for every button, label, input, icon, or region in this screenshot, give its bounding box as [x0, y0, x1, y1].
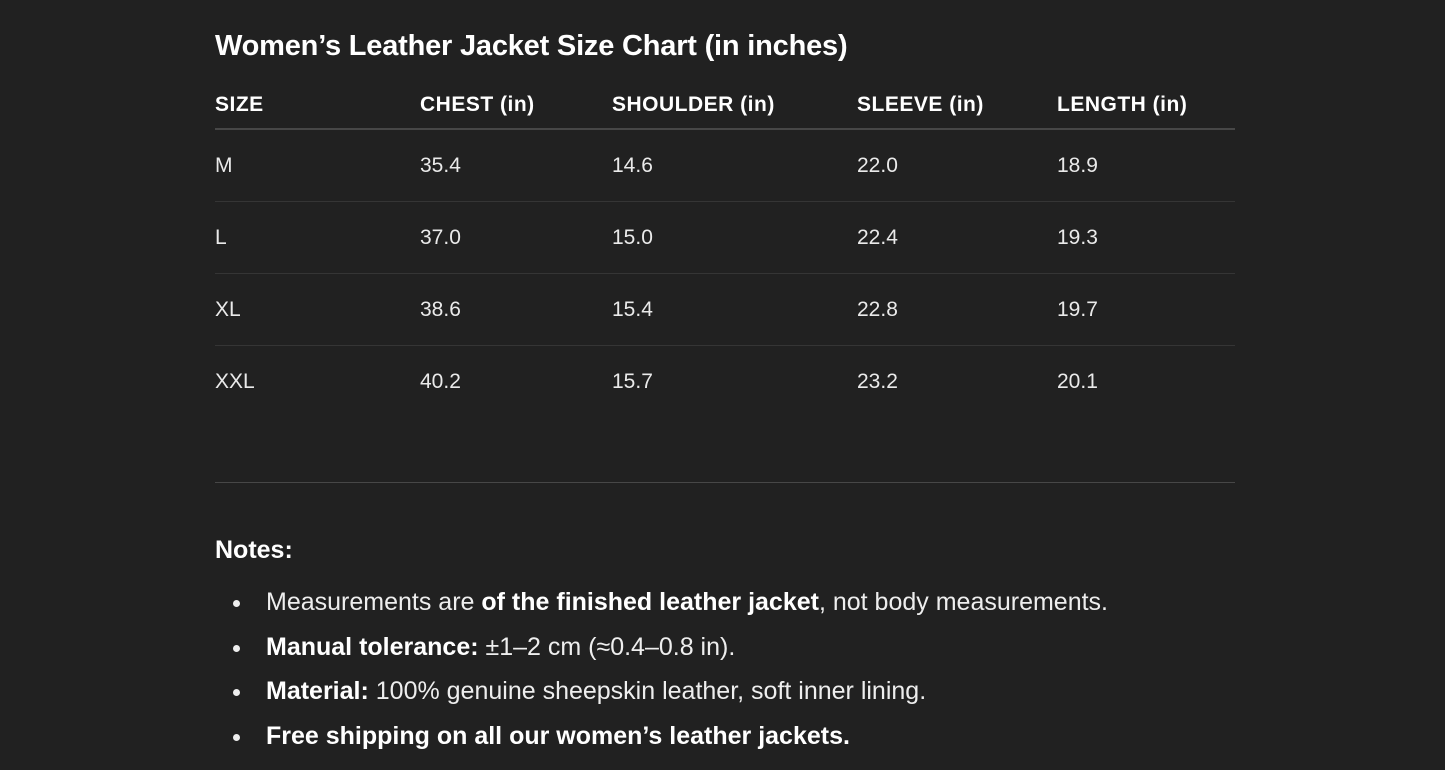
cell-size: XL [215, 273, 420, 346]
table-row: L 37.0 15.0 22.4 19.3 [215, 201, 1235, 274]
cell-size: M [215, 129, 420, 202]
notes-list: Measurements are of the finished leather… [215, 582, 1108, 760]
table-header-row: SIZE CHEST (in) SHOULDER (in) SLEEVE (in… [215, 82, 1235, 130]
table-row: XXL 40.2 15.7 23.2 20.1 [215, 346, 1235, 418]
cell-sleeve: 22.8 [857, 273, 1057, 346]
header-size: SIZE [215, 82, 420, 130]
note-text: Measurements are [266, 588, 482, 616]
cell-size: XXL [215, 369, 255, 393]
cell-length: 20.1 [1057, 369, 1098, 393]
note-text: 100% genuine sheepskin leather, soft inn… [368, 677, 927, 705]
cell-shoulder: 15.4 [612, 273, 857, 346]
cell-chest: 38.6 [420, 273, 612, 346]
note-text: , not body measurements. [818, 588, 1109, 616]
header-shoulder: SHOULDER (in) [612, 82, 857, 130]
cell-length: 18.9 [1057, 129, 1235, 202]
note-item: Measurements are of the finished leather… [232, 582, 1109, 627]
page-title: Women’s Leather Jacket Size Chart (in in… [215, 30, 848, 62]
cell-chest: 37.0 [420, 201, 612, 274]
divider [215, 482, 1235, 483]
note-bold-text: of the finished leather jacket [481, 588, 819, 616]
cell-shoulder: 15.0 [612, 201, 857, 274]
note-item: Manual tolerance: ±1–2 cm (≈0.4–0.8 in). [232, 627, 1108, 672]
cell-shoulder: 14.6 [612, 129, 857, 202]
note-bold-text: Manual tolerance: [266, 632, 479, 661]
table-row: XL 38.6 15.4 22.8 19.7 [215, 273, 1235, 346]
cell-shoulder: 15.7 [612, 369, 653, 393]
cell-sleeve: 22.4 [857, 201, 1057, 274]
note-item: Material: 100% genuine sheepskin leather… [232, 671, 1108, 716]
header-length: LENGTH (in) [1057, 82, 1235, 130]
cell-size: L [215, 201, 420, 274]
cell-sleeve: 23.2 [857, 369, 898, 393]
cell-length: 19.3 [1057, 201, 1235, 274]
note-item: Free shipping on all our women’s leather… [232, 716, 1108, 761]
header-sleeve: SLEEVE (in) [857, 82, 1057, 130]
cell-chest: 35.4 [420, 129, 612, 202]
cell-chest: 40.2 [420, 369, 461, 393]
size-table: SIZE CHEST (in) SHOULDER (in) SLEEVE (in… [215, 82, 1235, 417]
cell-length: 19.7 [1057, 273, 1235, 346]
note-text: ±1–2 cm (≈0.4–0.8 in). [478, 632, 736, 661]
note-bold-text: Material: [266, 677, 369, 705]
table-row: M 35.4 14.6 22.0 18.9 [215, 129, 1235, 202]
header-chest: CHEST (in) [420, 82, 612, 130]
note-bold-text: Free shipping on all our women’s leather… [266, 721, 850, 750]
notes-heading: Notes: [215, 536, 293, 564]
cell-sleeve: 22.0 [857, 129, 1057, 202]
